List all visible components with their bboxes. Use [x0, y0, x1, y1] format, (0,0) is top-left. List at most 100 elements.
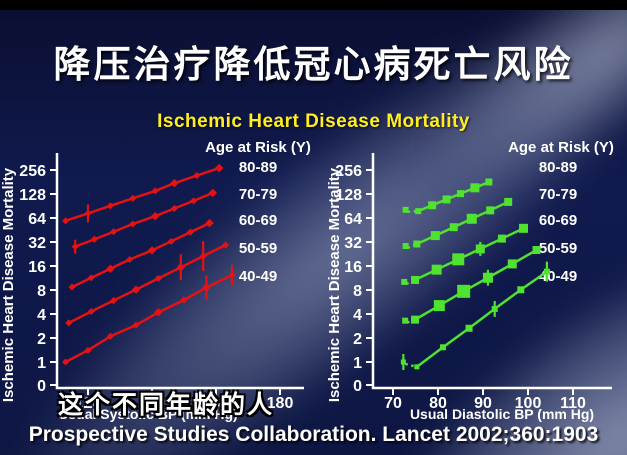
- x-tick-label: 140: [139, 395, 166, 412]
- trend-line: [414, 248, 538, 321]
- y-tick-label: 16: [344, 259, 362, 276]
- data-point: [208, 188, 218, 198]
- data-point: [193, 172, 201, 180]
- data-point: [222, 241, 230, 249]
- data-point: [202, 283, 211, 292]
- data-point: [151, 187, 159, 195]
- y-axis-title: Ischemic Heart Disease Mortality: [326, 167, 343, 402]
- y-tick-label: 4: [37, 307, 46, 324]
- data-point: [457, 284, 471, 298]
- data-point: [190, 197, 198, 205]
- data-point: [415, 208, 422, 215]
- data-point: [87, 274, 95, 282]
- data-point: [205, 218, 214, 228]
- data-point: [170, 178, 179, 188]
- data-point: [84, 209, 92, 217]
- y-tick-label: 0: [37, 378, 46, 395]
- data-point: [129, 194, 137, 202]
- x-tick-label: 80: [429, 395, 447, 412]
- x-tick-label: 160: [203, 395, 230, 412]
- y-tick-label: 64: [344, 211, 362, 228]
- data-point: [482, 272, 493, 283]
- data-point: [465, 324, 473, 332]
- axis: [371, 153, 612, 390]
- systolic-bp-chart: 256 128 64 32 16 8 4 2 1 0 120 140 160 180 Usual Systo…: [0, 139, 311, 422]
- lead-marker: [401, 278, 408, 285]
- lead-marker: [400, 359, 406, 365]
- lead-marker: [402, 317, 409, 324]
- age-group-label: 60-69: [239, 212, 277, 229]
- data-point: [452, 253, 465, 266]
- x-tick-label: 90: [474, 395, 492, 412]
- trend-line: [74, 191, 214, 248]
- data-point: [90, 235, 98, 243]
- y-tick-label: 128: [19, 187, 46, 204]
- data-point: [176, 263, 186, 272]
- x-axis-title: Usual Systolic BP (mm Hg): [58, 406, 237, 422]
- data-point: [214, 163, 224, 173]
- x-tick-label: 180: [267, 395, 294, 412]
- y-tick-label: 32: [28, 235, 46, 252]
- data-point: [71, 243, 79, 251]
- data-point: [147, 246, 157, 255]
- data-point: [411, 315, 420, 324]
- data-point: [167, 237, 175, 245]
- y-tick-label: 256: [19, 163, 46, 180]
- data-point: [470, 183, 480, 193]
- trend-line: [416, 270, 548, 368]
- data-point: [431, 264, 442, 275]
- age-at-risk-header: Age at Risk (Y): [205, 139, 311, 156]
- y-tick-label: 1: [353, 355, 362, 372]
- data-point: [106, 202, 114, 210]
- x-tick-label: 70: [384, 395, 402, 412]
- y-tick-label: 64: [28, 211, 46, 228]
- lead-marker: [402, 206, 409, 213]
- data-point: [430, 231, 440, 241]
- data-point: [62, 217, 70, 225]
- y-tick-label: 2: [37, 331, 46, 348]
- slide-title: 降压治疗降低冠心病死亡风险: [53, 44, 574, 85]
- data-point: [439, 344, 446, 351]
- data-point: [62, 358, 70, 366]
- age-group-label: 50-59: [239, 240, 277, 257]
- data-point: [543, 268, 550, 275]
- data-point: [413, 240, 421, 248]
- data-point: [186, 228, 194, 236]
- y-tick-label: 32: [344, 235, 362, 252]
- data-point: [110, 228, 118, 236]
- y-tick-label: 16: [28, 259, 46, 276]
- data-point: [65, 319, 73, 327]
- age-group-label: 80-89: [539, 159, 577, 176]
- age-group-label: 50-59: [539, 240, 577, 257]
- y-tick-label: 8: [353, 283, 362, 300]
- data-point: [199, 252, 207, 260]
- data-point: [486, 206, 495, 215]
- lead-dotted-segment: [405, 362, 418, 368]
- data-point: [428, 201, 437, 210]
- y-tick-label: 2: [353, 331, 362, 348]
- data-point: [517, 286, 525, 294]
- y-tick-label: 4: [353, 307, 362, 324]
- lead-marker: [402, 243, 409, 250]
- data-point: [532, 245, 541, 254]
- data-point: [411, 275, 420, 284]
- y-tick-label: 0: [353, 378, 362, 395]
- data-point: [491, 305, 498, 312]
- data-point: [475, 244, 485, 254]
- axis: [55, 153, 304, 390]
- trend-line: [65, 166, 220, 223]
- data-point: [150, 211, 160, 221]
- data-point: [170, 204, 178, 212]
- trend-line: [71, 221, 211, 289]
- data-point: [507, 259, 517, 269]
- video-caption: 这个不同年龄的人: [58, 391, 275, 419]
- data-point: [180, 296, 188, 304]
- data-point: [519, 223, 528, 233]
- data-point: [442, 195, 451, 204]
- data-point: [457, 190, 464, 198]
- data-point: [497, 234, 506, 243]
- trend-line: [65, 273, 233, 364]
- y-tick-label: 8: [37, 283, 46, 300]
